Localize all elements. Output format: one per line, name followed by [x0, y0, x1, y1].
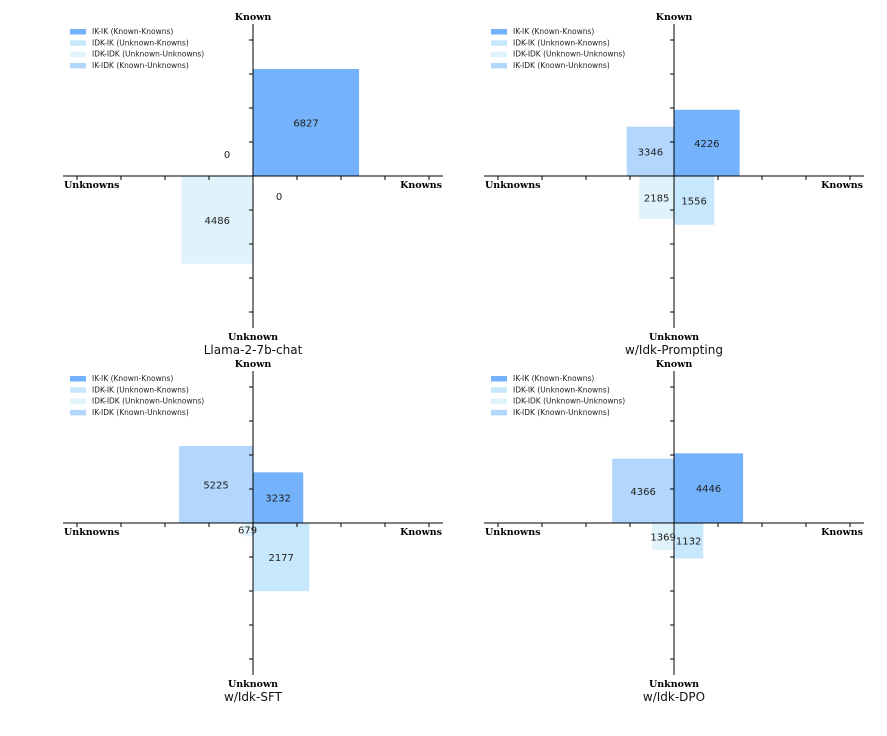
legend-label-idk-idk: IDK-IDK (Unknown-Unknowns) — [92, 50, 204, 59]
legend-swatch-ik-idk — [491, 62, 507, 69]
axis-label-unknown: Unknown — [228, 679, 278, 690]
bar-ik-ik — [674, 109, 740, 176]
panel-caption: w/Idk-Prompting — [625, 343, 723, 357]
legend-label-idk-ik: IDK-IK (Unknown-Knowns) — [92, 38, 189, 47]
bar-ik-ik — [674, 453, 744, 523]
bar-ik-ik — [253, 472, 304, 523]
legend-swatch-idk-ik — [491, 40, 507, 46]
value-label-idk-ik: 2177 — [268, 553, 293, 564]
value-label-idk-idk: 2185 — [644, 193, 669, 204]
legend-label-idk-ik: IDK-IK (Unknown-Knowns) — [92, 385, 189, 394]
axis-label-knowns: Knowns — [821, 527, 863, 538]
axis-label-known: Known — [656, 12, 693, 23]
legend-label-idk-idk: IDK-IDK (Unknown-Unknowns) — [513, 50, 625, 59]
value-label-ik-idk: 3346 — [638, 147, 663, 158]
axis-label-unknowns: Unknowns — [485, 180, 540, 191]
value-label-idk-idk: 1369 — [650, 532, 675, 543]
legend-swatch-ik-idk — [70, 62, 86, 69]
bar-idk-idk — [181, 176, 253, 264]
value-label-ik-ik: 3232 — [265, 494, 290, 505]
value-label-idk-idk: 4486 — [205, 216, 230, 227]
legend-swatch-idk-idk — [70, 398, 86, 405]
bar-ik-idk — [612, 458, 674, 523]
bar-ik-idk — [626, 126, 674, 176]
legend-swatch-ik-ik — [70, 376, 86, 382]
legend-label-ik-ik: IK-IK (Known-Knowns) — [513, 27, 594, 36]
value-label-ik-ik: 4446 — [696, 484, 721, 495]
axis-label-known: Known — [235, 12, 272, 23]
chart-panel-4: Known Unknown Unknowns Knowns 4446 4366 113213… — [484, 359, 864, 704]
legend-label-idk-ik: IDK-IK (Unknown-Knowns) — [513, 38, 610, 47]
axis-label-known: Known — [656, 359, 693, 370]
value-label-idk-ik: 1132 — [676, 537, 701, 548]
value-label-ik-idk: 4366 — [630, 487, 655, 498]
value-label-ik-idk: 0 — [224, 150, 230, 161]
axis-label-knowns: Knowns — [400, 527, 442, 538]
legend-label-ik-idk: IK-IDK (Known-Unknowns) — [92, 408, 189, 417]
legend-label-ik-idk: IK-IDK (Known-Unknowns) — [513, 61, 610, 70]
legend-label-ik-ik: IK-IK (Known-Knowns) — [513, 374, 594, 383]
axis-label-unknowns: Unknowns — [64, 180, 119, 191]
value-label-ik-idk: 5225 — [203, 481, 228, 492]
axis-label-knowns: Knowns — [821, 180, 863, 191]
panel-caption: w/Idk-DPO — [643, 690, 705, 704]
axis-label-known: Known — [235, 359, 272, 370]
panel-caption: Llama-2-7b-chat — [204, 343, 303, 357]
axis-label-unknowns: Unknowns — [64, 527, 119, 538]
legend-label-idk-idk: IDK-IDK (Unknown-Unknowns) — [513, 397, 625, 406]
legend-label-idk-ik: IDK-IK (Unknown-Knowns) — [513, 385, 610, 394]
legend-label-idk-idk: IDK-IDK (Unknown-Unknowns) — [92, 397, 204, 406]
legend-swatch-ik-idk — [70, 409, 86, 416]
legend-swatch-idk-idk — [491, 398, 507, 405]
legend-swatch-idk-idk — [70, 51, 86, 58]
axis-label-unknown: Unknown — [649, 332, 699, 343]
panel-caption: w/Idk-SFT — [224, 690, 283, 704]
chart-panel-1: Known Unknown Unknowns Knowns 6827 0 0 4486 Llam… — [63, 12, 443, 357]
value-label-ik-ik: 4226 — [694, 139, 719, 150]
legend-swatch-ik-ik — [70, 29, 86, 35]
value-label-idk-ik: 1556 — [681, 196, 706, 207]
legend-swatch-idk-ik — [70, 387, 86, 393]
legend-label-ik-ik: IK-IK (Known-Knowns) — [92, 27, 173, 36]
bar-ik-idk — [179, 446, 253, 523]
value-label-idk-idk: 679 — [238, 526, 257, 537]
bar-idk-ik — [674, 176, 715, 225]
legend-label-ik-idk: IK-IDK (Known-Unknowns) — [92, 61, 189, 70]
axis-label-unknowns: Unknowns — [485, 527, 540, 538]
chart-panel-3: Known Unknown Unknowns Knowns 3232 5225 2177 67… — [63, 359, 443, 704]
bar-idk-idk — [639, 176, 674, 219]
legend-swatch-ik-idk — [491, 409, 507, 416]
value-label-idk-ik: 0 — [276, 192, 282, 203]
legend-swatch-idk-idk — [491, 51, 507, 58]
chart-panel-2: Known Unknown Unknowns Knowns 4226 3346 1556 21… — [484, 12, 864, 357]
bar-ik-ik — [253, 69, 360, 176]
axis-label-knowns: Knowns — [400, 180, 442, 191]
legend-swatch-idk-ik — [70, 40, 86, 46]
legend-swatch-ik-ik — [491, 29, 507, 35]
value-label-ik-ik: 6827 — [293, 119, 318, 130]
bar-idk-idk — [242, 523, 253, 537]
axis-label-unknown: Unknown — [649, 679, 699, 690]
bar-idk-ik — [253, 523, 310, 592]
bar-idk-ik — [674, 523, 704, 559]
legend-label-ik-idk: IK-IDK (Known-Unknowns) — [513, 408, 610, 417]
legend-swatch-idk-ik — [491, 387, 507, 393]
axis-label-unknown: Unknown — [228, 332, 278, 343]
legend-label-ik-ik: IK-IK (Known-Knowns) — [92, 374, 173, 383]
bar-idk-idk — [652, 523, 674, 550]
legend-swatch-ik-ik — [491, 376, 507, 382]
